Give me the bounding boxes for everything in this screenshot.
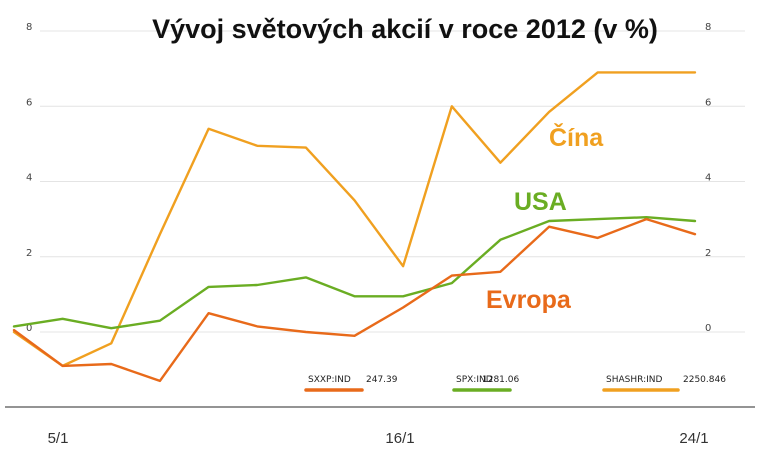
y-tick-label-right: 4 (705, 173, 711, 184)
grid (40, 30, 745, 333)
y-tick-label-left: 6 (26, 97, 32, 108)
x-tick-label: 5/1 (48, 430, 69, 447)
y-tick-label-left: 2 (26, 248, 32, 259)
y-axis-left: 8 6 4 2 0 (26, 22, 32, 334)
legend-ticker: SPX:IND (456, 375, 493, 385)
series-label-cina: Čína (549, 122, 604, 152)
y-tick-label-left: 4 (26, 173, 32, 184)
x-tick-label: 24/1 (679, 430, 708, 447)
y-tick-label-right: 8 (705, 22, 711, 33)
y-tick-label-right: 0 (705, 323, 711, 334)
legend-value: 2250.846 (683, 375, 726, 385)
x-axis: 5/1 16/1 24/1 (48, 430, 709, 447)
series-line-shashr (12, 71, 697, 368)
series-line-sxxp (12, 217, 697, 383)
series-label-evropa: Evropa (486, 286, 572, 314)
y-tick-label-left: 8 (26, 22, 32, 33)
chart-title: Vývoj světových akcií v roce 2012 (v %) (152, 14, 658, 44)
y-tick-label-right: 6 (705, 97, 711, 108)
legend-ticker: SXXP:IND (308, 375, 351, 385)
legend-value: 247.39 (366, 375, 398, 385)
series-labels: Čína USA Evropa (486, 122, 604, 314)
series-lines (12, 71, 697, 383)
legend-ticker: SHASHR:IND (606, 375, 663, 385)
legend-value: 1281.06 (482, 375, 519, 385)
y-tick-label-right: 2 (705, 248, 711, 259)
x-tick-label: 16/1 (385, 430, 414, 447)
y-axis-right: 8 6 4 2 0 (705, 22, 711, 334)
series-label-usa: USA (514, 188, 567, 216)
series-line-spx (12, 215, 697, 330)
y-tick-label-left: 0 (26, 323, 32, 334)
